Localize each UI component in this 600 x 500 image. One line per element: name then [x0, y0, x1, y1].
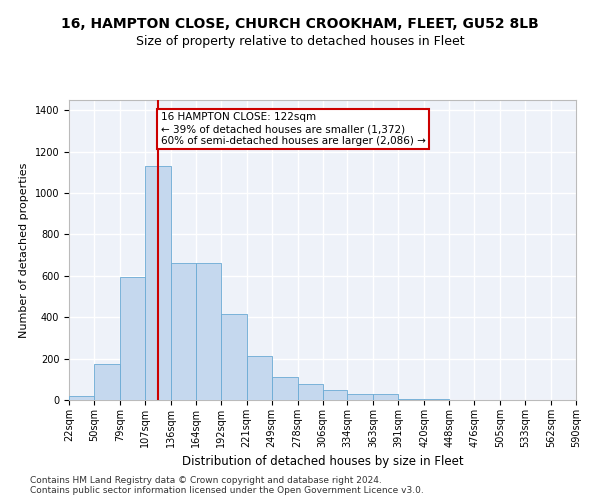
Text: Contains public sector information licensed under the Open Government Licence v3: Contains public sector information licen… [30, 486, 424, 495]
X-axis label: Distribution of detached houses by size in Fleet: Distribution of detached houses by size … [182, 456, 463, 468]
Bar [196, 264, 221, 400]
Bar [323, 390, 347, 400]
Bar [145, 166, 171, 400]
Bar [424, 399, 449, 400]
Bar [272, 377, 298, 400]
Text: 16, HAMPTON CLOSE, CHURCH CROOKHAM, FLEET, GU52 8LB: 16, HAMPTON CLOSE, CHURCH CROOKHAM, FLEE… [61, 18, 539, 32]
Y-axis label: Number of detached properties: Number of detached properties [19, 162, 29, 338]
Bar [347, 394, 373, 400]
Bar [298, 384, 323, 400]
Bar [221, 314, 247, 400]
Bar [94, 364, 120, 400]
Text: Contains HM Land Registry data © Crown copyright and database right 2024.: Contains HM Land Registry data © Crown c… [30, 476, 382, 485]
Text: 16 HAMPTON CLOSE: 122sqm
← 39% of detached houses are smaller (1,372)
60% of sem: 16 HAMPTON CLOSE: 122sqm ← 39% of detach… [161, 112, 426, 146]
Bar [247, 356, 272, 400]
Bar [373, 394, 398, 400]
Bar [69, 396, 94, 400]
Bar [171, 264, 196, 400]
Bar [398, 399, 424, 400]
Bar [120, 277, 145, 400]
Text: Size of property relative to detached houses in Fleet: Size of property relative to detached ho… [136, 35, 464, 48]
